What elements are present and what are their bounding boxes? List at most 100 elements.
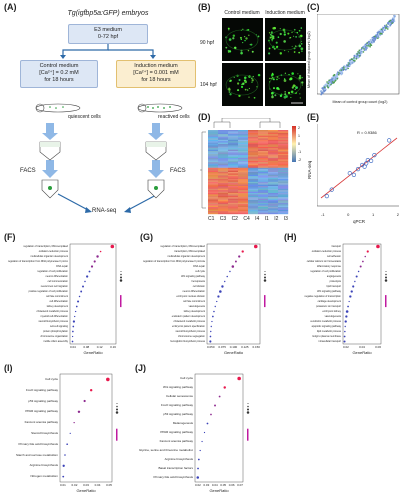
heatmap-cell xyxy=(248,187,259,189)
heatmap-cell xyxy=(258,209,269,212)
legend-dot xyxy=(115,411,119,414)
heatmap-cell xyxy=(278,200,289,202)
correlation-point xyxy=(387,138,392,143)
term-label: steroid biosynthetic process xyxy=(38,320,69,323)
heatmap-cell xyxy=(218,179,229,181)
heatmap-cell xyxy=(208,137,219,139)
heatmap-cell xyxy=(208,205,219,208)
heatmap-cell xyxy=(258,204,269,206)
correlation-point xyxy=(324,194,329,199)
heatmap-cell xyxy=(208,201,219,203)
term-label: steroid biosynthetic process xyxy=(175,330,206,333)
scatter-point-sig xyxy=(377,37,379,40)
heatmap-cell xyxy=(278,209,289,212)
heatmap-cell xyxy=(258,202,269,205)
dot xyxy=(344,320,347,323)
heatmap-cell xyxy=(208,177,219,180)
heatmap-cell xyxy=(248,149,259,152)
heatmap-cell xyxy=(268,174,279,177)
heatmap-cell xyxy=(238,170,249,173)
scatter-point xyxy=(390,23,392,26)
term-label: Arginine biosynthesis xyxy=(164,457,193,461)
heatmap-cell xyxy=(208,208,219,210)
dot xyxy=(349,295,352,298)
term-label: cell adhesion xyxy=(327,255,341,258)
heatmap-cell xyxy=(248,209,259,212)
dot xyxy=(209,335,212,338)
heatmap-cell xyxy=(278,212,289,215)
scale-label: -2 xyxy=(298,158,302,162)
heatmap-cell xyxy=(208,200,219,202)
heatmap-cell xyxy=(208,179,219,181)
term-label: kidney development xyxy=(46,305,68,308)
scatter-point xyxy=(387,26,390,28)
heatmap-cell xyxy=(208,183,219,185)
scatter-point xyxy=(379,29,382,32)
heatmap-cell xyxy=(208,209,219,212)
micrograph-image xyxy=(222,18,263,61)
heatmap-cell xyxy=(268,212,279,215)
heatmap-cell xyxy=(228,173,239,175)
scatter-point-sig xyxy=(358,49,361,52)
scatter-point xyxy=(367,43,370,46)
heatmap xyxy=(200,118,296,215)
heatmap-cell xyxy=(268,138,279,140)
term-label: Primary bile acid biosynthesis xyxy=(153,475,193,479)
facs-right-label: FACS xyxy=(170,168,186,174)
heatmap-cell xyxy=(248,204,259,206)
dot xyxy=(344,325,346,328)
heatmap-cell xyxy=(248,163,259,166)
heatmap-cell xyxy=(228,153,239,156)
heatmap-cell xyxy=(228,167,239,170)
heatmap-cell xyxy=(258,156,269,159)
heatmap-cell xyxy=(238,197,249,199)
term-label: negative regulation of transcription xyxy=(304,295,341,298)
scatter-point-sig xyxy=(387,28,389,30)
heatmap-cell xyxy=(278,146,289,149)
heatmap-cell xyxy=(238,134,249,136)
heatmap-cell xyxy=(258,166,269,168)
heatmap-cell xyxy=(248,183,259,185)
heatmap-cell xyxy=(268,156,279,159)
dotplot xyxy=(59,373,119,483)
heatmap-cell xyxy=(258,211,269,213)
heatmap-cell xyxy=(238,190,249,192)
heatmap-cell xyxy=(208,162,219,164)
heatmap-cell xyxy=(258,153,269,156)
term-label: vasculogenesis xyxy=(188,305,205,308)
scatter-point xyxy=(321,87,324,90)
scatter-point-sig xyxy=(363,48,365,50)
heatmap-cell xyxy=(208,195,219,198)
heatmap-cell xyxy=(258,205,269,208)
xtick: 0.02 xyxy=(343,345,349,349)
correlation-plot xyxy=(317,124,399,207)
legend-dot xyxy=(116,408,118,411)
heatmap-cell xyxy=(278,204,289,206)
heatmap-cell xyxy=(258,184,269,187)
scatter-point xyxy=(349,62,352,65)
scatter-point-sig xyxy=(323,86,326,88)
heatmap-cell xyxy=(248,155,259,157)
enrichment-i: Cell cycle FoxO signaling pathway p53 sign… xyxy=(8,372,132,498)
dot xyxy=(229,270,231,273)
term-label: Golgi to plasma membrane xyxy=(312,335,341,338)
scatter-point-sig xyxy=(334,80,336,82)
scatter-point xyxy=(376,33,379,36)
xtick: 0.06 xyxy=(228,483,235,487)
dot xyxy=(214,404,216,407)
term-label: Basal transcription factors xyxy=(158,466,193,470)
term-label: cholesterol metabolic process xyxy=(36,310,69,313)
heatmap-cell xyxy=(218,194,229,196)
heatmap-cell xyxy=(278,145,289,147)
dot xyxy=(197,458,200,461)
heatmap-cell xyxy=(278,201,289,203)
dot xyxy=(209,340,212,343)
correlation-point xyxy=(369,158,374,164)
heatmap-cell xyxy=(228,188,239,191)
heatmap-cell xyxy=(228,163,239,166)
heatmap-cell xyxy=(218,174,229,177)
heatmap-cell xyxy=(208,211,219,213)
dot xyxy=(196,476,200,479)
heatmap-cell xyxy=(258,170,269,173)
heatmap-cell xyxy=(208,174,219,177)
